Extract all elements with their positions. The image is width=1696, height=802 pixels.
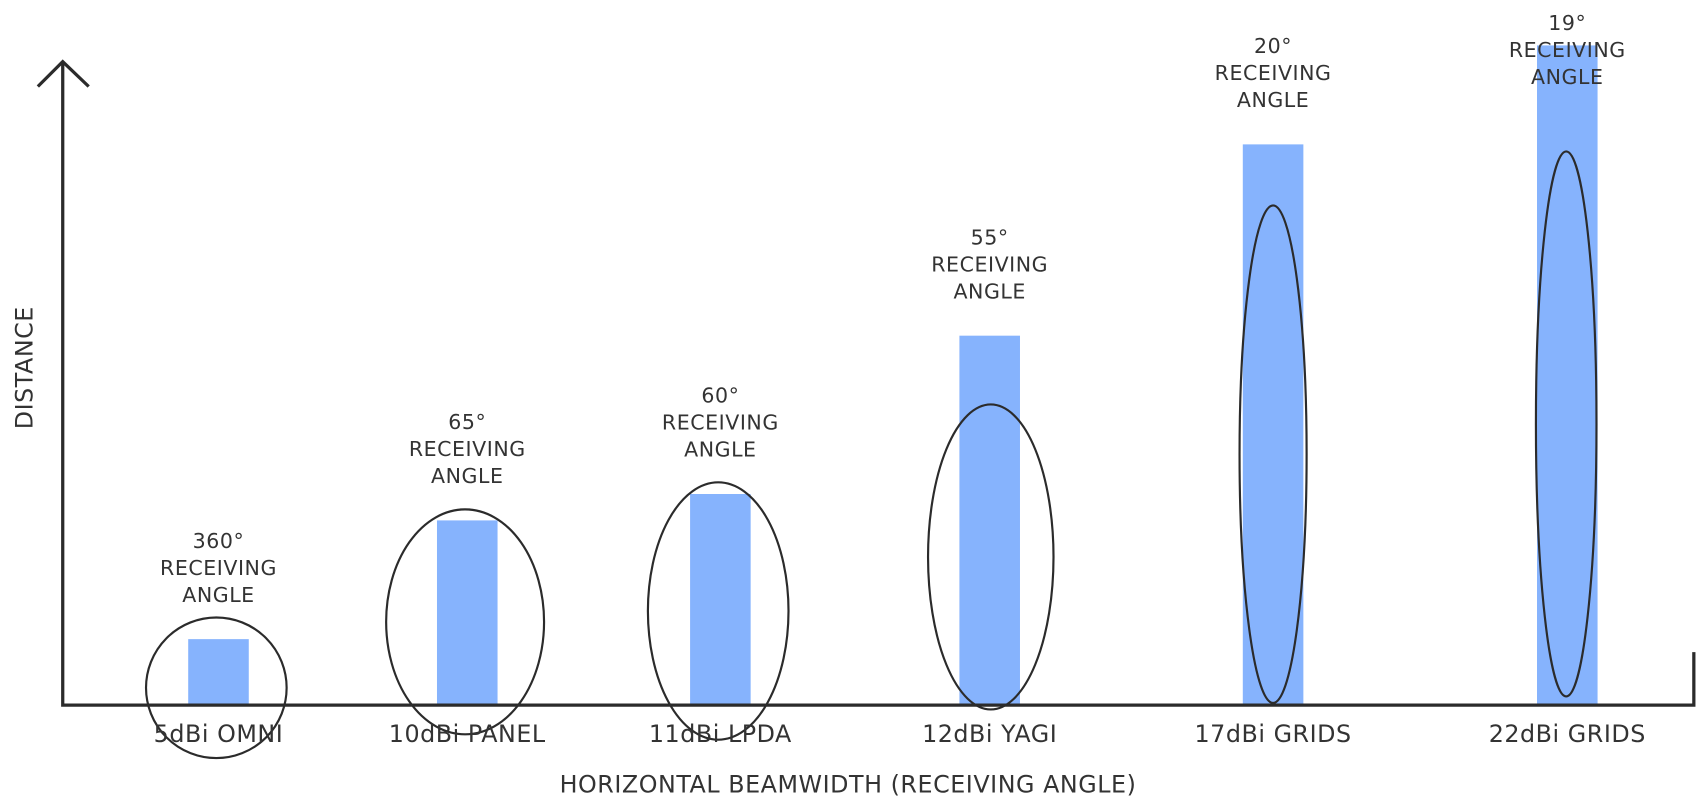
category-label: 10dBi PANEL [389, 720, 546, 748]
annotation-line: ANGLE [1237, 88, 1309, 112]
category-label: 12dBi YAGI [922, 720, 1057, 748]
radiation-lobe [385, 508, 546, 736]
category-label: 22dBi GRIDS [1489, 720, 1646, 748]
annotation-line: RECEIVING [1509, 38, 1626, 62]
angle-label: 19° [1548, 11, 1586, 35]
annotation-line: ANGLE [431, 464, 503, 488]
x-axis-title: HORIZONTAL BEAMWIDTH (RECEIVING ANGLE) [560, 771, 1137, 799]
bar [959, 335, 1020, 706]
annotation-line: ANGLE [182, 583, 254, 607]
angle-label: 60° [701, 384, 739, 408]
angle-label: 65° [448, 410, 486, 434]
category-label: 5dBi OMNI [154, 720, 284, 748]
radiation-lobe [1534, 150, 1598, 698]
bar [690, 494, 751, 706]
bars [188, 45, 1598, 706]
annotation-line: RECEIVING [409, 437, 526, 461]
angle-label: 360° [193, 529, 245, 553]
bar [1537, 45, 1598, 706]
annotation-line: RECEIVING [662, 411, 779, 435]
radiation-lobes [144, 150, 1598, 760]
annotation-line: ANGLE [953, 279, 1025, 303]
y-axis-title: DISTANCE [10, 306, 38, 429]
labels: 5dBi OMNI 360° RECEIVING ANGLE 10dBi PANEL 65… [154, 11, 1646, 748]
radiation-lobe [1238, 204, 1308, 705]
annotation-line: ANGLE [1531, 65, 1603, 89]
radiation-lobe [646, 481, 790, 741]
bar [436, 520, 498, 706]
axis-arrow [36, 59, 90, 88]
axes [61, 61, 1696, 707]
angle-label: 55° [971, 225, 1009, 249]
category-label: 11dBi LPDA [649, 720, 792, 748]
annotation-line: RECEIVING [1215, 61, 1332, 85]
annotation-line: RECEIVING [931, 252, 1048, 276]
annotation-line: RECEIVING [160, 556, 277, 580]
radiation-lobe [926, 403, 1055, 711]
radiation-lobe [144, 616, 288, 760]
bar [188, 639, 249, 706]
bar [1242, 144, 1304, 706]
angle-label: 20° [1254, 34, 1292, 58]
annotation-line: ANGLE [684, 438, 756, 462]
category-label: 17dBi GRIDS [1194, 720, 1351, 748]
